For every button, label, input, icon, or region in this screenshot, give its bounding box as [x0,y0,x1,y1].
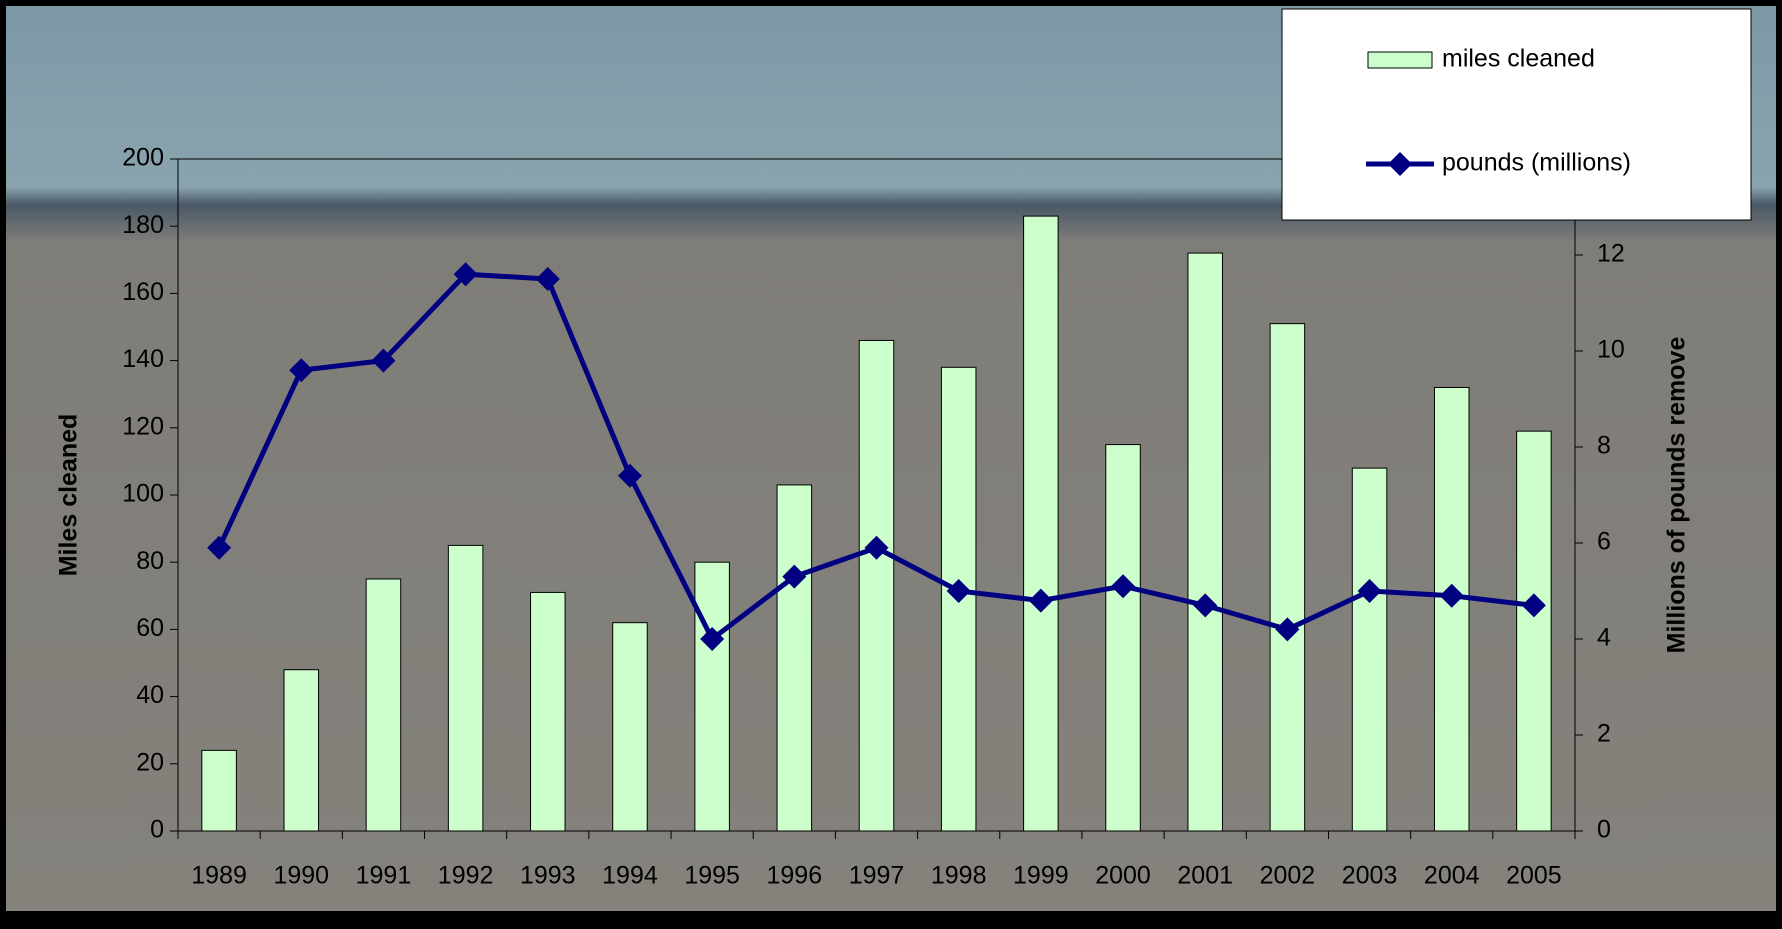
y-tick-label: 80 [136,547,164,575]
y2-tick-label: 10 [1597,336,1625,364]
bar [1270,324,1305,831]
bar [284,670,319,831]
bar [1434,387,1469,831]
y-tick-label: 60 [136,614,164,642]
bar [777,485,812,831]
y-tick-label: 180 [122,211,164,239]
y2-tick-label: 12 [1597,240,1625,268]
bar [448,545,483,831]
y2-axis-label: Millions of pounds remove [1663,337,1691,654]
legend-box [1282,9,1751,220]
x-tick-label: 1994 [602,862,658,890]
x-tick-label: 1995 [684,862,740,890]
x-tick-label: 1998 [931,862,987,890]
x-tick-label: 1993 [520,862,576,890]
y2-tick-label: 2 [1597,720,1611,748]
bar [531,592,566,831]
bar [695,562,730,831]
y2-tick-label: 6 [1597,528,1611,556]
x-tick-label: 1990 [273,862,329,890]
chart: Miles cleaned Millions of pounds remove … [0,0,1782,929]
x-tick-label: 1992 [438,862,494,890]
y2-tick-label: 8 [1597,432,1611,460]
x-tick-label: 2000 [1095,862,1151,890]
bar [1106,445,1141,831]
bar [1517,431,1552,831]
y2-tick-label: 0 [1597,816,1611,844]
x-tick-label: 2003 [1342,862,1398,890]
bar [859,340,894,831]
x-tick-label: 1997 [849,862,905,890]
y2-tick-label: 4 [1597,624,1611,652]
bar [1352,468,1387,831]
bar [202,750,237,831]
x-tick-label: 2004 [1424,862,1480,890]
page: Miles cleaned Millions of pounds remove … [0,0,1782,929]
y-tick-label: 120 [122,412,164,440]
bar [613,623,648,831]
legend-label: miles cleaned [1442,45,1595,73]
x-tick-label: 1999 [1013,862,1069,890]
y-tick-label: 20 [136,748,164,776]
legend-swatch [1368,52,1432,68]
y-tick-label: 140 [122,345,164,373]
x-tick-label: 1991 [356,862,412,890]
legend-label: pounds (millions) [1442,149,1631,177]
y-tick-label: 200 [122,144,164,172]
y-tick-label: 40 [136,681,164,709]
bar [1024,216,1059,831]
x-tick-label: 2005 [1506,862,1562,890]
x-tick-label: 2001 [1177,862,1233,890]
bar [1188,253,1223,831]
y-tick-label: 0 [150,816,164,844]
y-tick-label: 100 [122,480,164,508]
bar [366,579,401,831]
x-tick-label: 1989 [191,862,247,890]
x-tick-label: 1996 [767,862,823,890]
y-axis-label: Miles cleaned [55,414,83,577]
x-tick-label: 2002 [1260,862,1316,890]
y-tick-label: 160 [122,278,164,306]
